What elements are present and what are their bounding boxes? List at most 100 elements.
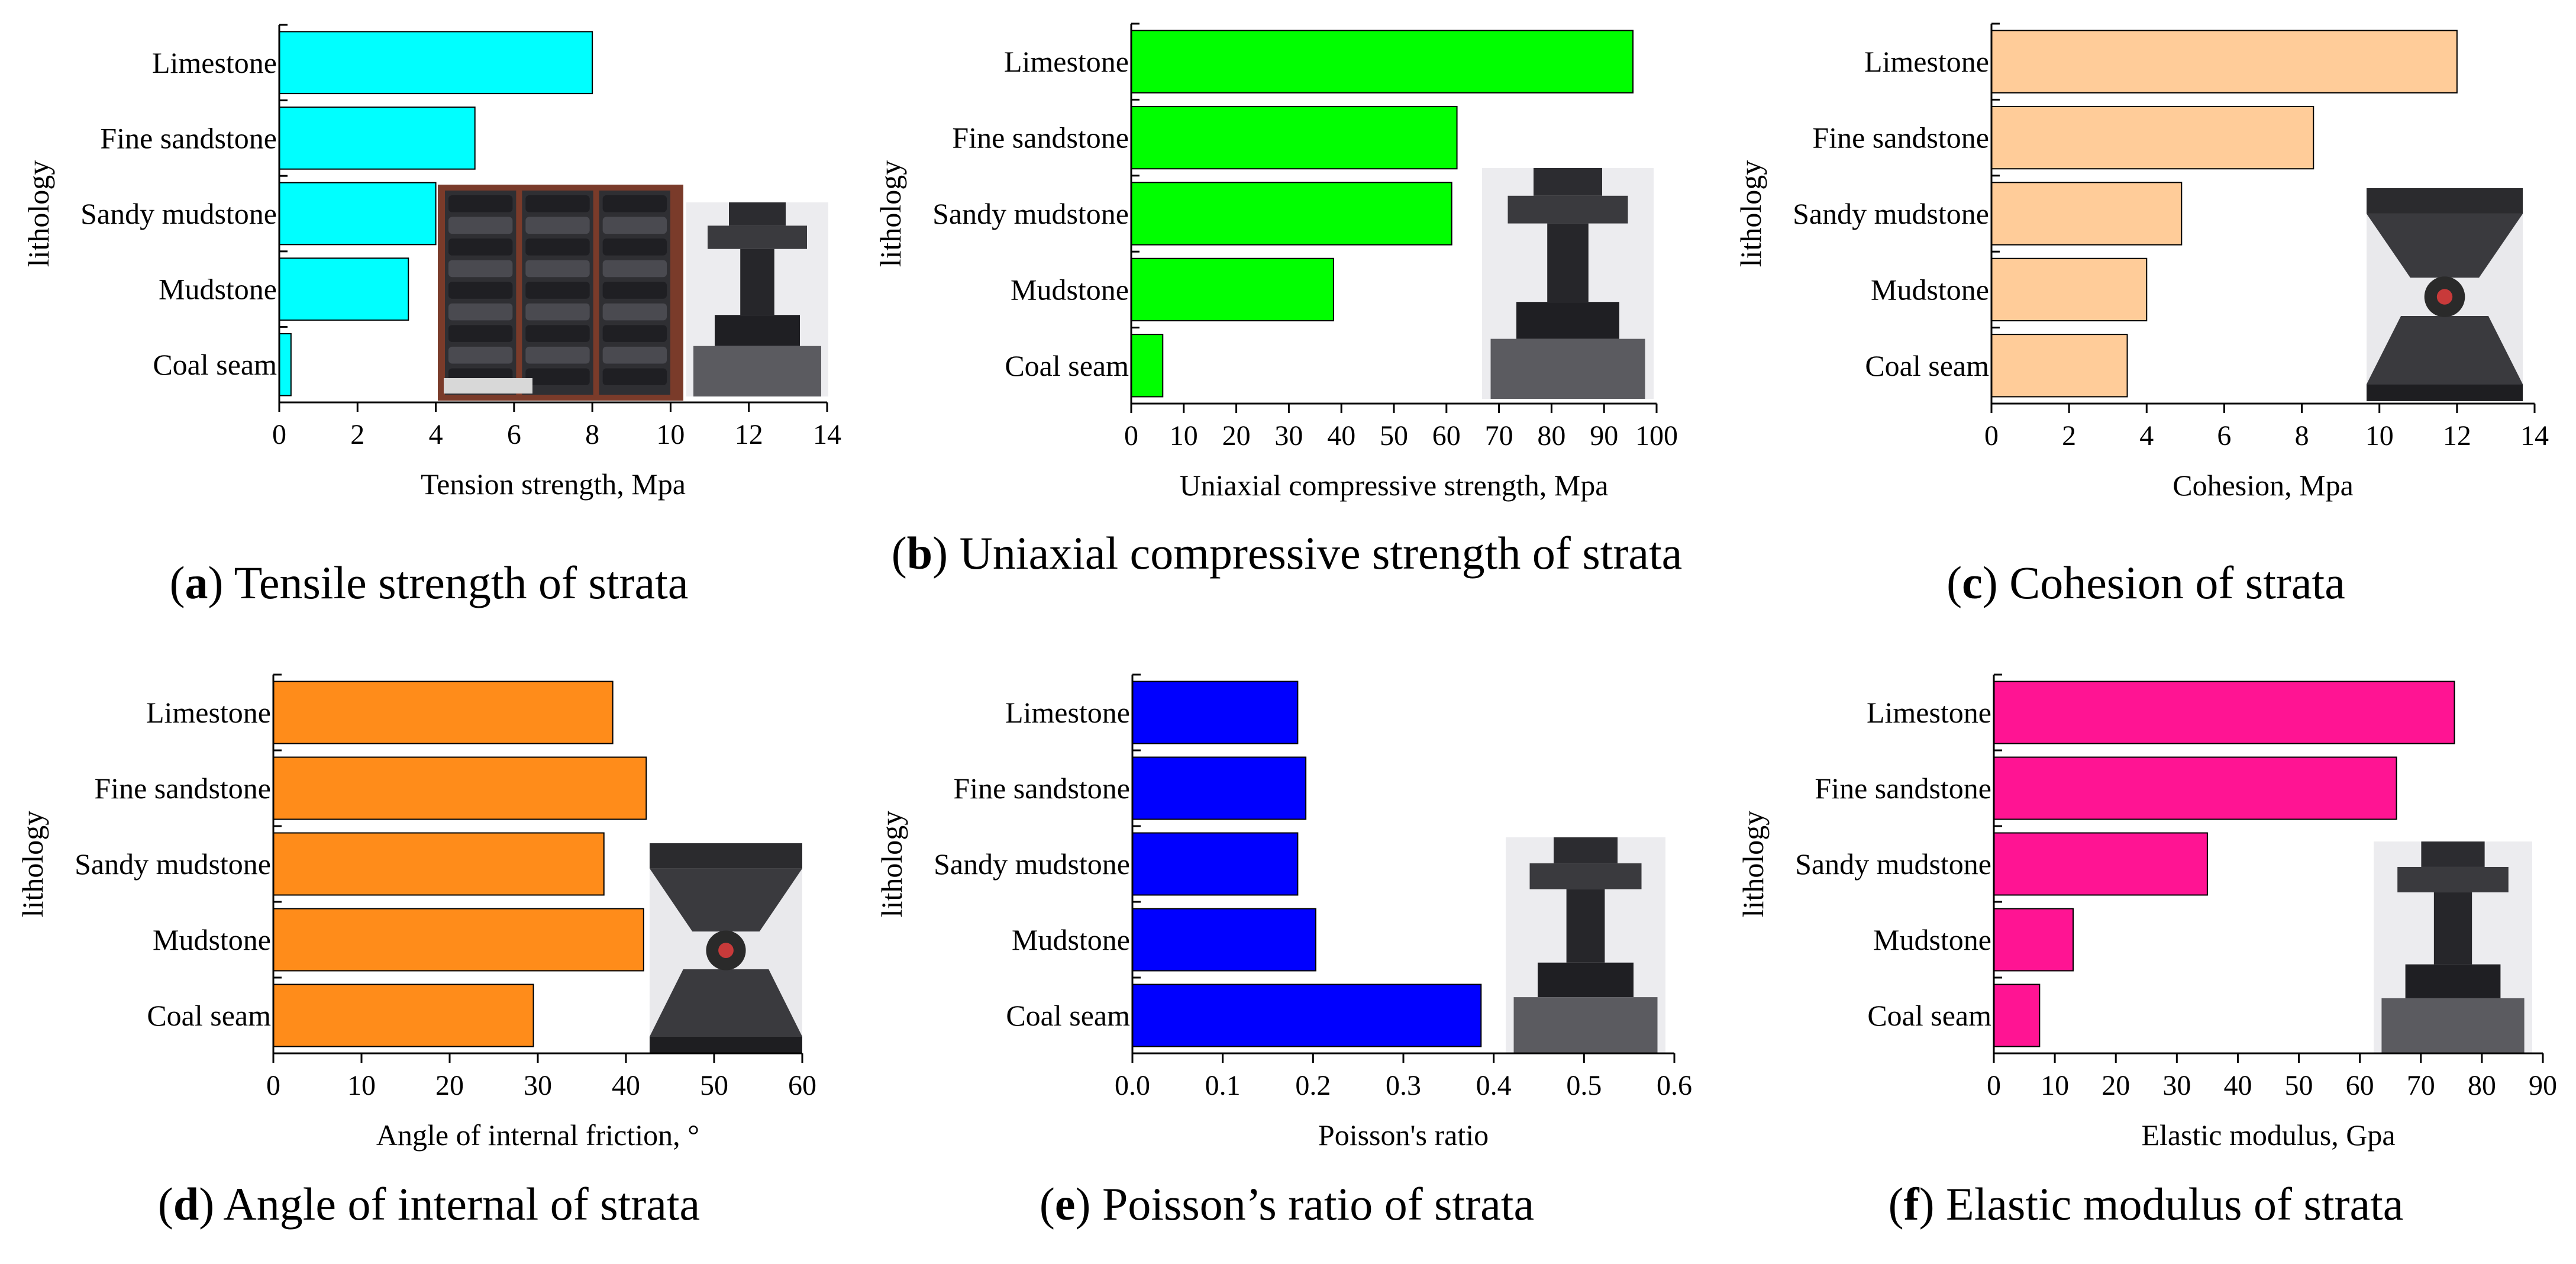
x-tick-label: 10 — [2365, 420, 2394, 452]
category-label: Mudstone — [1012, 923, 1130, 956]
bar-mudstone — [1131, 257, 1334, 322]
x-tick-label: 14 — [2520, 420, 2549, 452]
chart-panel-d: Limestone Fine sandstone Sandy mudstone Mud… — [16, 673, 816, 1152]
x-axis-title: Uniaxial compressive strength, Mpa — [1180, 469, 1609, 502]
x-tick-label: 0.3 — [1386, 1070, 1421, 1101]
category-label: Coal seam — [1006, 999, 1130, 1032]
chart-panel-a: Limestone Fine sandstone Sandy mudstone Mud… — [22, 24, 841, 501]
category-label: Fine sandstone — [1812, 121, 1989, 154]
x-tick-label: 0 — [272, 419, 286, 450]
category-label: Sandy mudstone — [1795, 847, 1991, 881]
x-tick-label: 80 — [1537, 420, 1565, 452]
bar-fine-sandstone — [279, 107, 476, 170]
y-axis-title: lithology — [875, 811, 908, 918]
specimen-photo-e-0 — [1506, 837, 1665, 1053]
category-label: Mudstone — [153, 923, 271, 956]
x-tick-label: 20 — [1222, 420, 1251, 452]
category-label: Mudstone — [1871, 273, 1989, 306]
x-tick-label: 80 — [2468, 1070, 2496, 1101]
category-label: Fine sandstone — [952, 121, 1129, 154]
x-tick-label: 100 — [1635, 420, 1678, 452]
x-axis-title: Poisson's ratio — [1318, 1118, 1489, 1152]
x-tick-label: 4 — [429, 419, 443, 450]
x-tick-label: 4 — [2139, 420, 2154, 452]
x-tick-label: 90 — [2529, 1070, 2557, 1101]
category-label: Coal seam — [1005, 349, 1129, 382]
bar-coal-seam — [1132, 984, 1482, 1047]
x-tick-label: 30 — [1274, 420, 1303, 452]
bar-limestone — [279, 31, 593, 95]
category-label: Coal seam — [1865, 349, 1989, 382]
x-tick-label: 40 — [1327, 420, 1355, 452]
caption-e: (e) Poisson’s ratio of strata — [1039, 1178, 1535, 1230]
x-tick-label: 20 — [2102, 1070, 2130, 1101]
x-tick-label: 10 — [2041, 1070, 2069, 1101]
specimen-photo-b-0 — [1482, 168, 1654, 399]
bar-mudstone — [1991, 257, 2148, 322]
y-axis-title: lithology — [1736, 811, 1770, 918]
specimen-photo-a-1 — [686, 202, 828, 396]
x-tick-label: 20 — [435, 1070, 464, 1101]
bar-limestone — [273, 681, 614, 744]
bar-sandy-mudstone — [273, 832, 605, 896]
specimen-photo-d-0 — [650, 843, 802, 1053]
x-tick-label: 40 — [612, 1070, 640, 1101]
x-tick-label: 0.6 — [1657, 1070, 1692, 1101]
x-tick-label: 8 — [2295, 420, 2309, 452]
chart-panel-c: Limestone Fine sandstone Sandy mudstone Mud… — [1734, 22, 2549, 502]
chart-panel-b: Limestone Fine sandstone Sandy mudstone Mud… — [874, 22, 1678, 502]
category-label: Sandy mudstone — [934, 847, 1130, 881]
x-tick-label: 0 — [266, 1070, 280, 1101]
bar-coal-seam — [1991, 334, 2128, 398]
bar-fine-sandstone — [1991, 105, 2314, 170]
bar-mudstone — [1993, 908, 2074, 972]
x-tick-label: 0.0 — [1115, 1070, 1150, 1101]
chart-panel-e: Limestone Fine sandstone Sandy mudstone Mud… — [875, 673, 1692, 1152]
x-tick-label: 0.4 — [1476, 1070, 1512, 1101]
category-label: Sandy mudstone — [1793, 197, 1989, 230]
bar-fine-sandstone — [1993, 756, 2397, 820]
bar-limestone — [1991, 30, 2458, 93]
category-label: Limestone — [1005, 696, 1130, 729]
category-label: Sandy mudstone — [80, 197, 277, 230]
x-tick-label: 10 — [347, 1070, 376, 1101]
bar-sandy-mudstone — [1991, 182, 2183, 246]
y-axis-title: lithology — [1734, 160, 1767, 267]
category-label: Fine sandstone — [1815, 772, 1991, 805]
x-tick-label: 2 — [350, 419, 364, 450]
x-tick-label: 30 — [524, 1070, 552, 1101]
category-label: Mudstone — [159, 273, 277, 306]
category-label: Fine sandstone — [953, 772, 1130, 805]
category-label: Coal seam — [147, 999, 271, 1032]
bar-coal-seam — [279, 333, 292, 396]
x-tick-label: 0 — [1987, 1070, 2001, 1101]
bar-sandy-mudstone — [279, 182, 437, 246]
category-label: Coal seam — [1867, 999, 1991, 1032]
caption-c: (c) Cohesion of strata — [1946, 557, 2345, 608]
x-tick-label: 10 — [1170, 420, 1198, 452]
x-tick-label: 12 — [735, 419, 763, 450]
bar-limestone — [1993, 681, 2455, 744]
x-axis-title: Cohesion, Mpa — [2173, 469, 2354, 502]
x-tick-label: 0 — [1984, 420, 1999, 452]
specimen-photo-a-0 — [438, 185, 683, 401]
category-label: Limestone — [1867, 696, 1991, 729]
category-label: Limestone — [152, 46, 277, 79]
x-tick-label: 6 — [2217, 420, 2231, 452]
chart-panel-f: Limestone Fine sandstone Sandy mudstone Mud… — [1736, 673, 2557, 1152]
bar-sandy-mudstone — [1132, 832, 1299, 896]
x-tick-label: 6 — [507, 419, 521, 450]
x-axis-title: Angle of internal friction, ° — [376, 1118, 699, 1152]
bar-mudstone — [273, 908, 644, 972]
category-label: Mudstone — [1011, 273, 1129, 306]
x-tick-label: 70 — [1485, 420, 1513, 452]
x-tick-label: 50 — [2285, 1070, 2313, 1101]
bar-coal-seam — [273, 984, 534, 1047]
x-tick-label: 60 — [788, 1070, 816, 1101]
category-label: Sandy mudstone — [932, 197, 1129, 230]
bar-limestone — [1132, 681, 1299, 744]
x-tick-label: 0.2 — [1295, 1070, 1331, 1101]
x-tick-label: 14 — [813, 419, 841, 450]
x-axis-title: Elastic modulus, Gpa — [2141, 1118, 2395, 1152]
category-label: Fine sandstone — [94, 772, 271, 805]
